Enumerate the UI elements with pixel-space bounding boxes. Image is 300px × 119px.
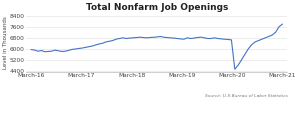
- Title: Total Nonfarm Job Openings: Total Nonfarm Job Openings: [85, 3, 228, 12]
- Text: Source: U.S Bureau of Labor Statistics: Source: U.S Bureau of Labor Statistics: [205, 94, 287, 98]
- Y-axis label: Level in Thousands: Level in Thousands: [4, 16, 8, 69]
